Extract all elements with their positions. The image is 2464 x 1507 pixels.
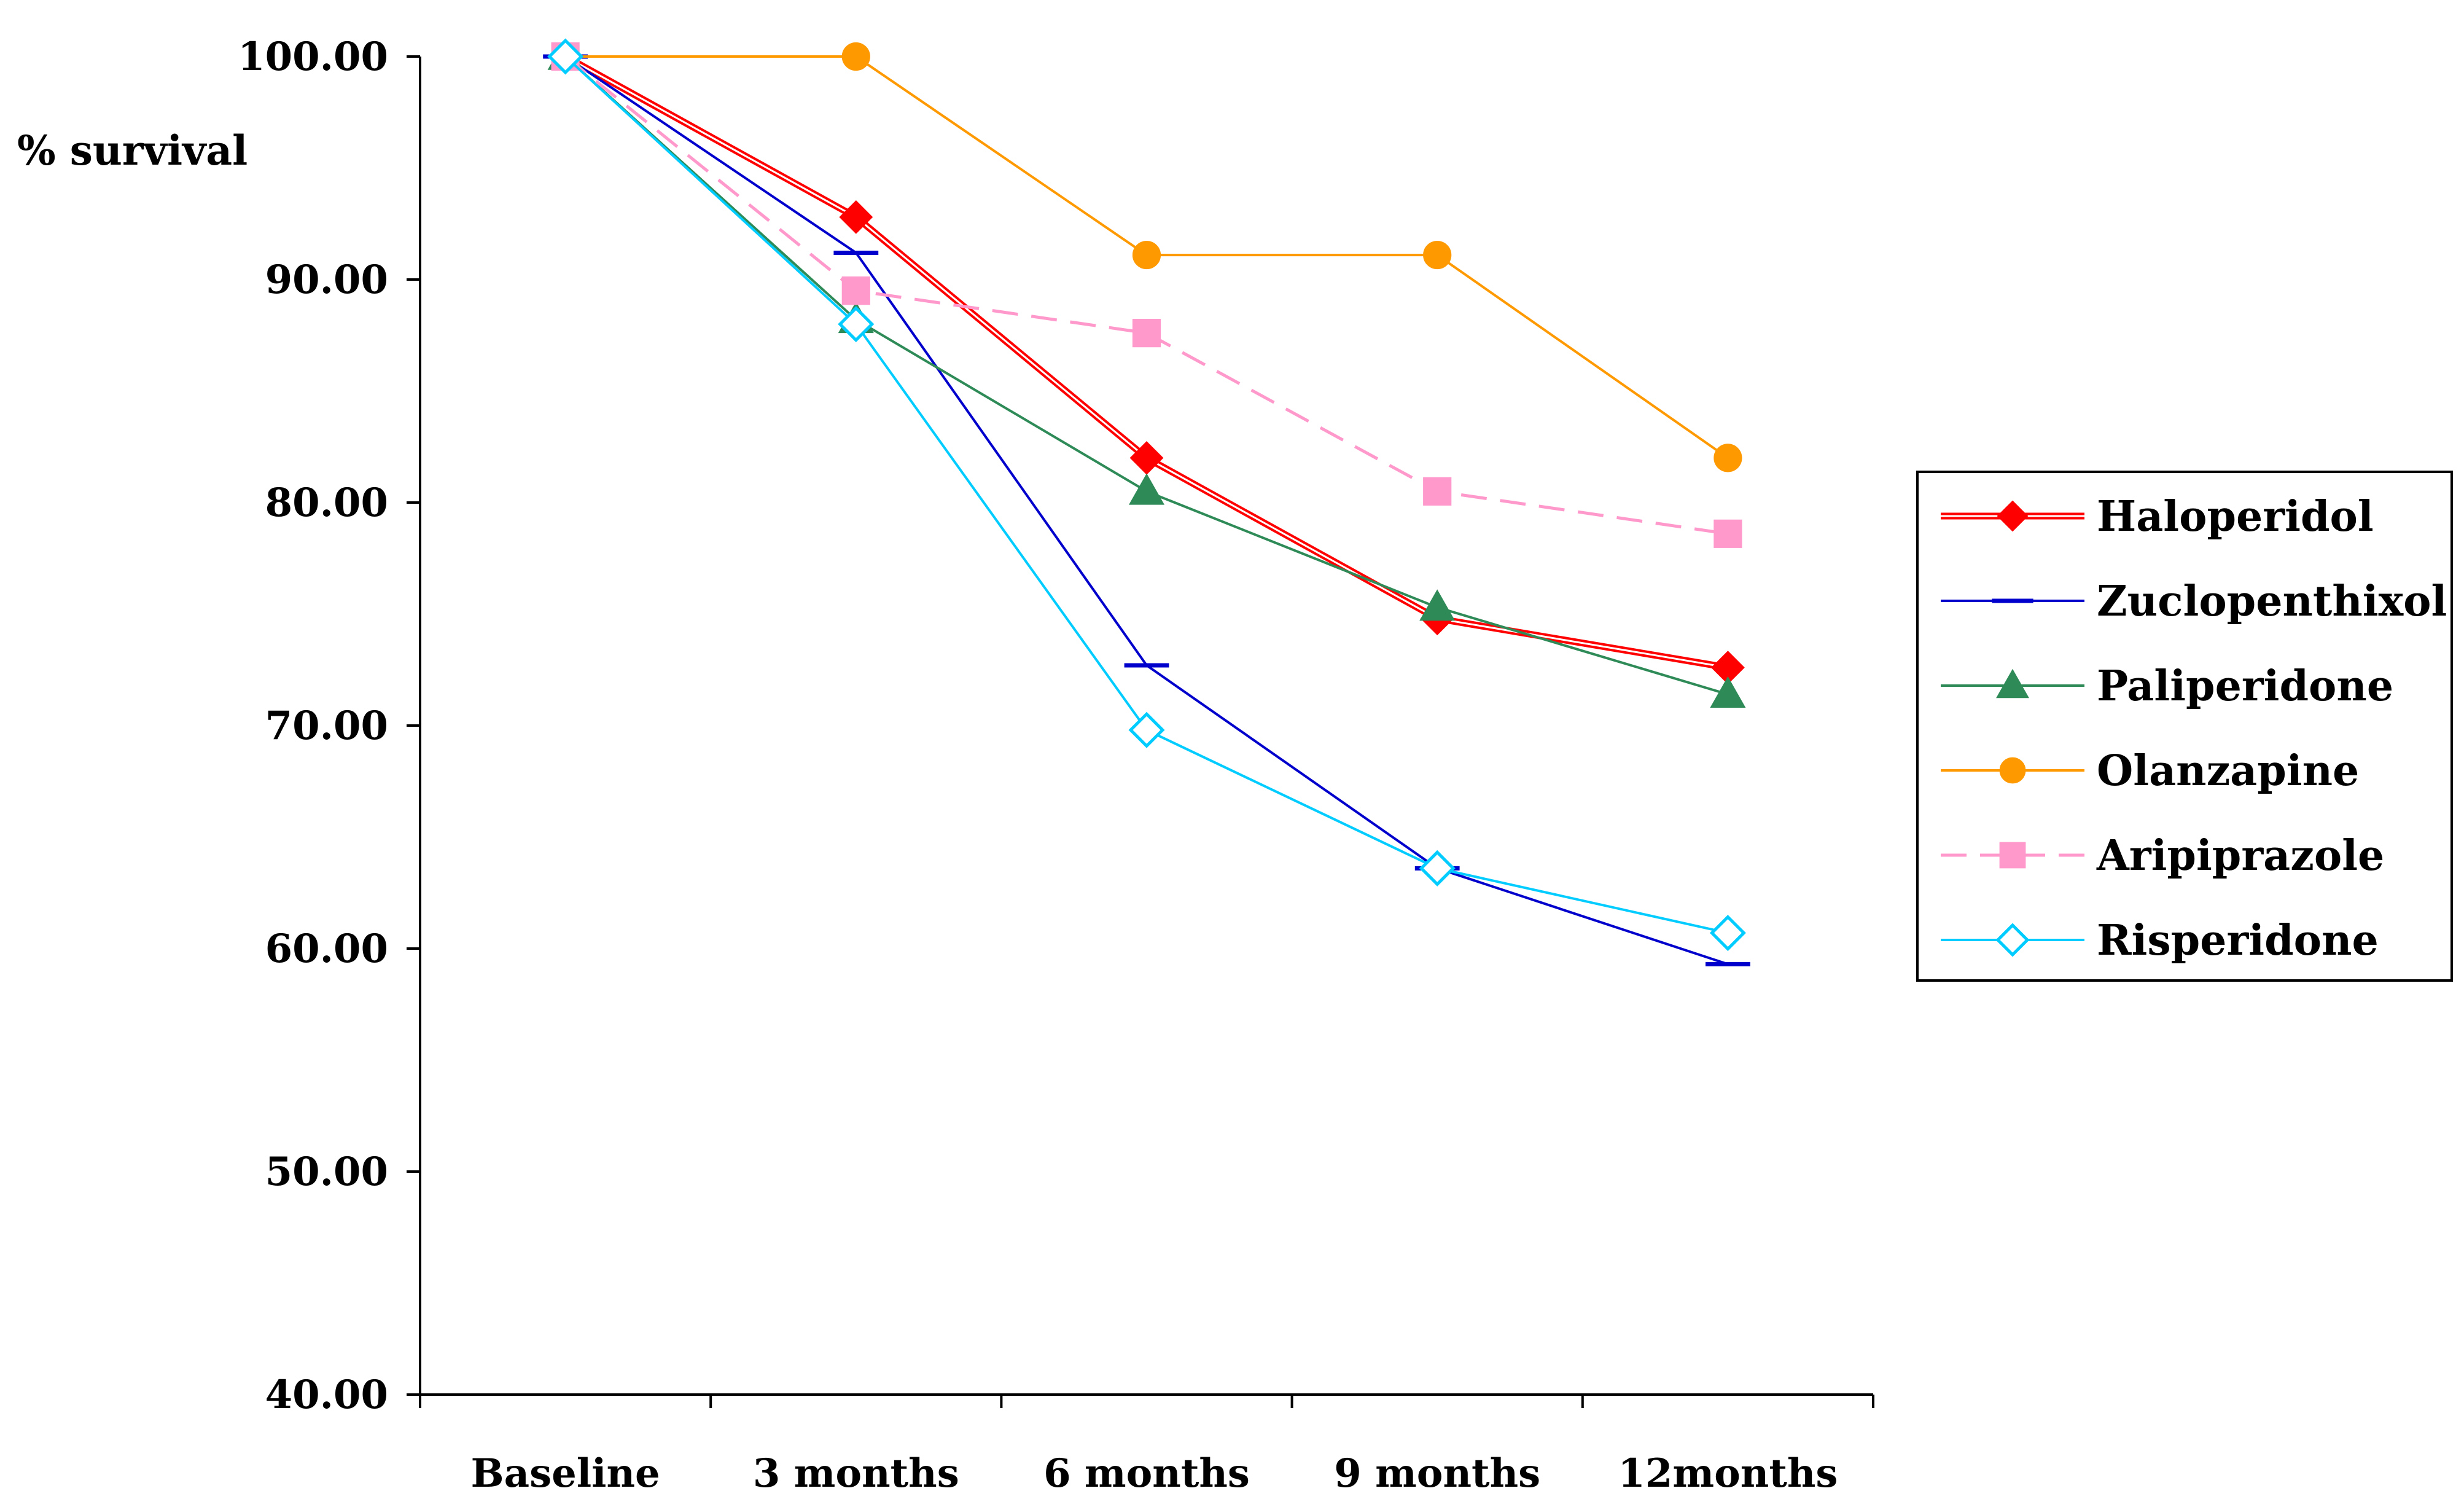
legend-marker [1996, 668, 2029, 699]
series-olanzapine [551, 42, 1742, 472]
data-point [839, 200, 873, 234]
legend-item-olanzapine: Olanzapine [1941, 746, 2359, 796]
series-haloperidol [548, 39, 1745, 685]
legend-item-risperidone: Risperidone [1941, 916, 2379, 965]
legend-label: Paliperidone [2097, 662, 2393, 711]
x-tick-label: 3 months [753, 1450, 959, 1497]
y-tick-label: 100.00 [238, 34, 388, 80]
legend-item-zuclopenthixol: Zuclopenthixol [1941, 577, 2447, 626]
legend-marker [1999, 757, 2026, 784]
legend-label: Risperidone [2097, 916, 2379, 965]
series-risperidone [547, 38, 1746, 952]
x-tick-label: 9 months [1334, 1450, 1540, 1497]
legend-label: Zuclopenthixol [2097, 577, 2447, 626]
data-point [1423, 477, 1452, 506]
data-point [1128, 473, 1165, 505]
data-point [1132, 240, 1161, 270]
series-line [563, 53, 1729, 671]
y-tick-label: 80.00 [265, 480, 388, 526]
data-point [547, 38, 584, 75]
legend-item-paliperidone: Paliperidone [1941, 662, 2393, 711]
data-point [1423, 240, 1452, 270]
y-tick-label: 60.00 [265, 926, 388, 972]
y-tick-label: 40.00 [265, 1372, 388, 1418]
data-point [1419, 589, 1456, 621]
data-point [841, 42, 870, 71]
legend-marker [1997, 500, 2029, 532]
series-paliperidone [547, 38, 1746, 708]
data-point [1128, 711, 1165, 748]
series-line [564, 55, 1729, 966]
data-point [1709, 915, 1746, 952]
legend-label: Aripiprazole [2096, 831, 2384, 880]
chart-axes: 40.00 50.00 60.00 70.00 80.00 90.00 100.00 Base… [238, 34, 1874, 1497]
y-axis-title: % survival [17, 127, 248, 174]
y-tick-label: 50.00 [265, 1149, 388, 1195]
legend-item-aripiprazole: Aripiprazole [1941, 831, 2384, 880]
y-tick-label: 70.00 [265, 703, 388, 749]
legend: Haloperidol Zuclopenthixol Paliperidone Ola… [1916, 471, 2453, 982]
data-point [1419, 850, 1456, 887]
legend-label: Haloperidol [2097, 492, 2374, 541]
y-tick-label: 90.00 [265, 257, 388, 303]
x-tick-label: 12months [1618, 1450, 1838, 1497]
series-line [564, 55, 1728, 536]
legend-item-haloperidol: Haloperidol [1941, 492, 2374, 541]
series-line-inner [564, 55, 1728, 669]
legend-label: Olanzapine [2097, 746, 2359, 796]
data-point [1713, 444, 1742, 472]
data-point [1713, 519, 1742, 548]
x-tick-label: Baseline [471, 1450, 660, 1497]
series-zuclopenthixol [543, 54, 1750, 966]
x-tick-label: 6 months [1043, 1450, 1250, 1497]
legend-marker [1999, 842, 2026, 869]
series-layer [543, 38, 1750, 966]
legend-box [1916, 471, 2453, 982]
data-point [1132, 319, 1161, 348]
data-point [838, 306, 875, 343]
data-point [1710, 676, 1746, 708]
data-point [841, 276, 870, 305]
legend-marker [1995, 923, 2030, 957]
